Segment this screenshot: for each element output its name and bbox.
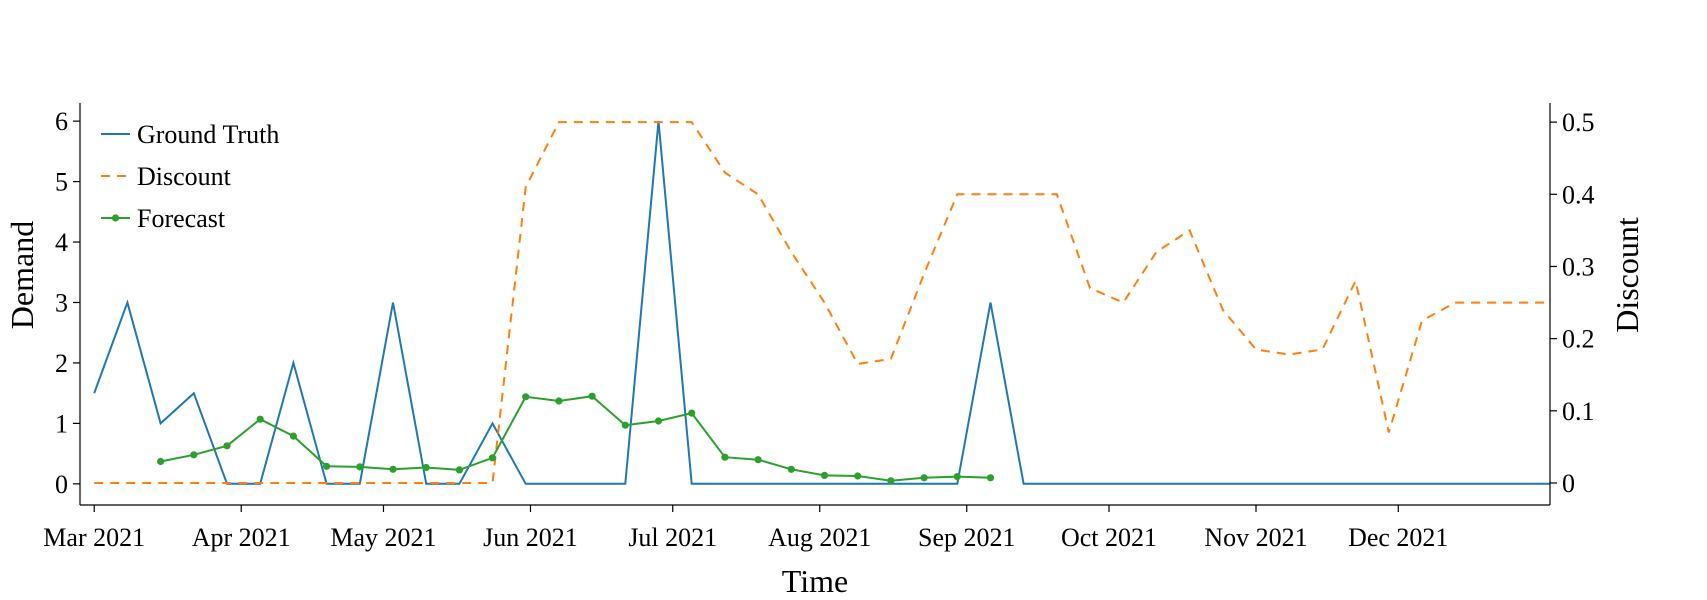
x-tick-label: Nov 2021 [1204, 523, 1307, 552]
forecast-point [422, 463, 430, 472]
forecast-point [920, 474, 928, 482]
y-axis-title: Demand [4, 221, 40, 329]
y-tick-label: 2 [55, 349, 68, 378]
x-tick-label: Oct 2021 [1061, 523, 1157, 552]
forecast-point [190, 451, 198, 459]
forecast-point [522, 393, 530, 401]
x-tick-label: May 2021 [330, 523, 436, 552]
y2-tick-label: 0.1 [1562, 397, 1595, 426]
forecast-point [323, 462, 331, 470]
y-tick-label: 1 [55, 409, 68, 438]
forecast-point [356, 463, 364, 471]
forecast-point [986, 474, 995, 482]
forecast-point [654, 417, 663, 425]
forecast-point [455, 466, 463, 474]
x-tick-label: Sep 2021 [918, 523, 1016, 552]
x-axis-title: Time [782, 563, 848, 599]
forecast-point [555, 397, 563, 405]
y-tick-label: 5 [55, 168, 68, 197]
forecast-point [389, 465, 397, 473]
forecast-point [787, 465, 795, 473]
plot-lines [93, 121, 1550, 485]
forecast-point [157, 457, 165, 466]
y2-tick-label: 0 [1562, 469, 1575, 498]
forecast-point [256, 415, 264, 423]
forecast-point [289, 432, 297, 440]
forecast-point [688, 409, 696, 417]
discount-legend-label: Discount [137, 162, 232, 191]
forecast-legend-label: Forecast [137, 204, 226, 233]
y-tick-label: 4 [55, 228, 68, 257]
x-tick-label: Mar 2021 [43, 523, 145, 552]
forecast-legend-marker [111, 214, 120, 222]
y2-tick-label: 0.2 [1562, 325, 1595, 354]
forecast-point [953, 473, 961, 481]
forecast-point [223, 442, 231, 450]
forecast-point [621, 421, 629, 429]
y2-tick-label: 0.4 [1562, 180, 1595, 209]
forecast-point [588, 392, 596, 400]
y-tick-label: 0 [55, 470, 68, 499]
forecast-point [854, 472, 862, 480]
forecast-series-line [160, 395, 991, 482]
forecast-point [887, 477, 895, 485]
forecast-point [721, 453, 729, 461]
y2-axis-title: Discount [1609, 217, 1645, 333]
legend: Ground Truth Discount Forecast [101, 120, 279, 233]
x-tick-label: Aug 2021 [768, 523, 871, 552]
ground-truth-legend-label: Ground Truth [137, 120, 279, 149]
y-tick-label: 3 [55, 288, 68, 317]
ground-truth-series-line [93, 121, 1550, 485]
ticks: 0 1 2 3 4 5 6 0 0.1 0.2 0.3 0.4 0.5 Mar 2021 Apr 2021 M… [43, 107, 1594, 552]
x-tick-label: Dec 2021 [1348, 523, 1448, 552]
forecast-point [820, 471, 829, 479]
y-tick-label: 6 [55, 107, 68, 136]
discount-series-line [94, 121, 1550, 484]
forecast-point [754, 456, 762, 464]
y2-tick-label: 0.3 [1562, 252, 1595, 281]
x-tick-label: Jul 2021 [628, 523, 717, 552]
x-tick-label: Jun 2021 [483, 523, 578, 552]
axes [79, 103, 1551, 506]
x-tick-label: Apr 2021 [192, 523, 291, 552]
forecast-point [488, 454, 497, 462]
y2-tick-label: 0.5 [1562, 108, 1595, 137]
